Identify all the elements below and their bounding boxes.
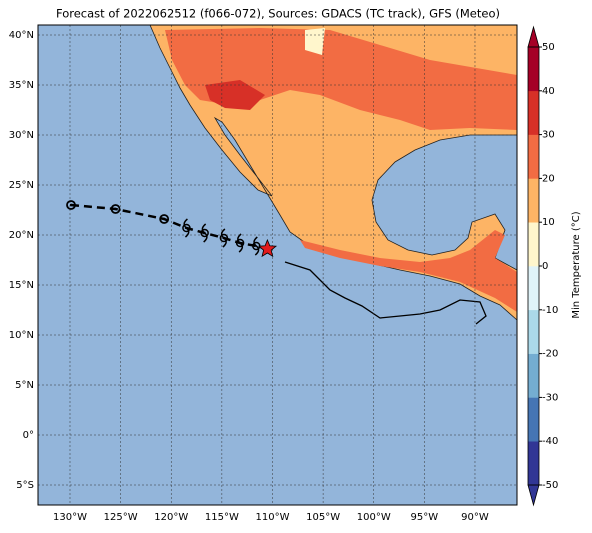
map-frame [37, 24, 518, 506]
storm-symbol [182, 218, 191, 238]
colorbar-label: Min Temperature (°C) [571, 211, 582, 318]
y-tick-label: 20°N [9, 230, 34, 241]
colorbar-tick-label: 20 [542, 173, 555, 184]
colorbar-swatch [528, 353, 539, 398]
contour-line [284, 261, 487, 325]
colorbar-swatch [528, 266, 539, 311]
storm-track [66, 200, 278, 258]
hot-area [205, 80, 265, 110]
colorbar-swatch [528, 397, 539, 442]
colorbar-swatch [528, 134, 539, 179]
colorbar-swatch [528, 47, 539, 92]
colorbar-tick-label: -30 [542, 392, 558, 403]
y-tick-label: 0° [23, 430, 34, 441]
y-tick-label: 10°N [9, 330, 34, 341]
y-tick-label: 15°N [9, 280, 34, 291]
colorbar-tick-label: 10 [542, 217, 555, 228]
x-tick-label: 110°W [255, 512, 289, 523]
warm-area [165, 28, 517, 130]
storm-symbol [219, 228, 229, 248]
x-tick-label: 100°W [357, 512, 391, 523]
warm-area-south [300, 230, 517, 312]
colorbar-tick-label: 0 [542, 261, 548, 272]
colorbar-swatch [528, 178, 539, 223]
map-title: Forecast of 2022062512 (f066-072), Sourc… [56, 7, 500, 21]
colorbar: 50 40 30 20 10 0 -10 -20 -30 -40 -50 [527, 25, 558, 507]
colorbar-extend-top [527, 25, 540, 48]
x-tick-label: 90°W [461, 512, 489, 523]
colorbar-tick-label: 30 [542, 130, 555, 141]
track-point-dot [114, 207, 117, 211]
storm-symbol [252, 236, 261, 256]
map-area [38, 25, 517, 505]
track-point-dot [69, 203, 73, 207]
x-tick-label: 125°W [104, 512, 138, 523]
colorbar-tick-label: -40 [542, 436, 558, 447]
colorbar-swatch [528, 90, 539, 135]
y-tick-label: 40°N [9, 30, 34, 41]
x-tick-label: 130°W [53, 512, 87, 523]
colorbar-tick-label: 50 [542, 42, 555, 53]
y-tick-label: 5°S [16, 480, 34, 491]
storm-symbol [235, 233, 245, 253]
colorbar-tick-label: 40 [542, 86, 555, 97]
y-tick-label: 25°N [9, 180, 34, 191]
track-point [159, 214, 170, 224]
track-point-dot [162, 217, 166, 221]
x-tick-label: 95°W [411, 512, 439, 523]
colorbar-tick-label: -50 [542, 480, 558, 491]
y-tick-label: 35°N [9, 80, 34, 91]
graticule [38, 25, 517, 505]
colorbar-tick-label: -20 [542, 349, 558, 360]
x-tick-label: 115°W [205, 512, 239, 523]
current-position [257, 238, 278, 258]
y-tick-label: 5°N [15, 380, 34, 391]
track-point [66, 200, 76, 210]
storm-symbol [200, 223, 209, 243]
colorbar-swatch [528, 222, 539, 267]
colorbar-swatch [528, 309, 539, 354]
colorbar-swatch [528, 441, 539, 486]
y-tick-label: 30°N [9, 130, 34, 141]
colorbar-extend-bottom [527, 484, 540, 507]
x-tick-label: 120°W [154, 512, 188, 523]
x-tick-label: 105°W [306, 512, 340, 523]
colorbar-tick-label: -10 [542, 305, 558, 316]
track-point [110, 204, 121, 214]
